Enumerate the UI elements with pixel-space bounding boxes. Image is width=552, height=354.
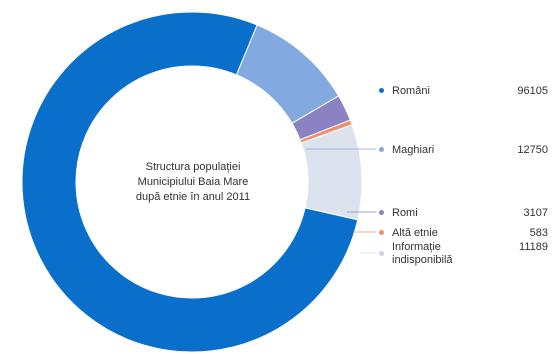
legend-label-0: Români: [392, 85, 430, 97]
legend-value-2: 3107: [523, 207, 548, 219]
legend-dot-1: [379, 146, 384, 152]
legend-label-3: Altă etnie: [392, 227, 438, 239]
chart-title-line-1: Structura populației: [145, 161, 241, 173]
chart-title-line-3: după etnie în anul 2011: [135, 191, 251, 203]
legend-value-1: 12750: [517, 144, 548, 156]
legend-label-4-line-1: indisponibilă: [392, 254, 453, 266]
legend-label-2: Romi: [392, 207, 418, 219]
legend-dot-4: [379, 250, 384, 256]
legend-dot-3: [379, 229, 384, 235]
legend-value-3: 583: [529, 227, 548, 239]
legend-value-4: 11189: [519, 241, 548, 253]
legend-value-0: 96105: [517, 85, 548, 97]
chart-title: Structura populației Municipiului Baia M…: [108, 160, 278, 205]
chart-title-line-2: Municipiului Baia Mare: [137, 176, 249, 188]
legend-label-4-line-0: Informație: [392, 241, 441, 253]
legend-label-1: Maghiari: [392, 144, 435, 156]
slice-0[interactable]: [21, 11, 359, 353]
legend-dot-0: [379, 87, 384, 93]
legend-dot-2: [379, 209, 384, 215]
